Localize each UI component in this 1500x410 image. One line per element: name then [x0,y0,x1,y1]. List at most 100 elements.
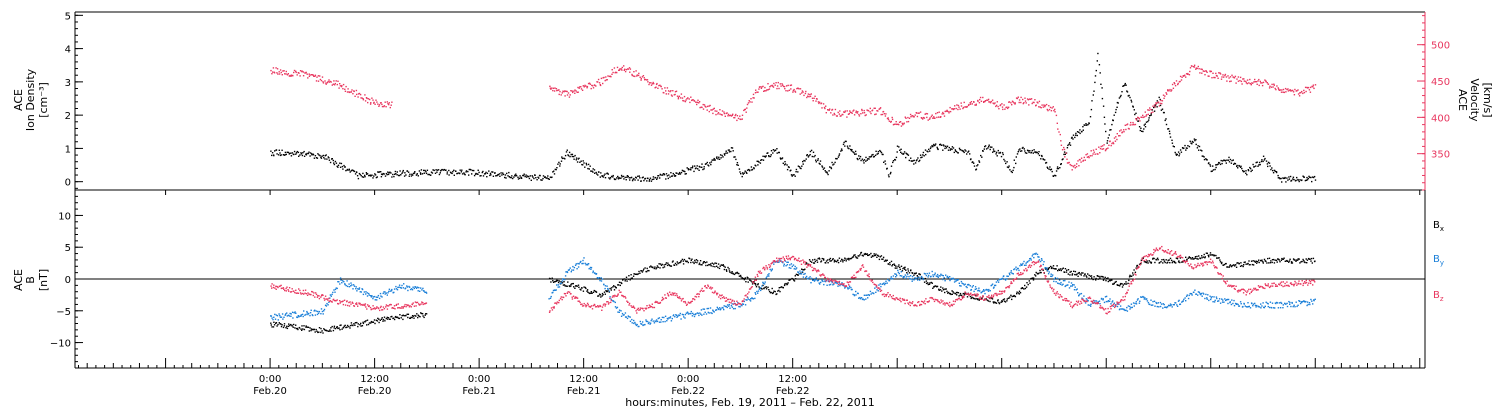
data-point [398,174,401,177]
data-point [1229,80,1231,83]
data-point [765,277,767,279]
data-point [763,90,765,92]
data-point [1194,256,1197,258]
data-point [948,110,950,113]
data-point [1115,136,1117,138]
data-point [1068,287,1071,289]
data-point [1313,87,1315,90]
data-point [977,100,979,102]
data-point [932,145,934,148]
data-point [295,312,297,314]
data-point [751,283,754,285]
data-point [1107,277,1109,279]
data-point [695,313,697,315]
data-point [966,286,968,289]
data-point [552,289,555,292]
data-point [1083,275,1085,277]
data-point [577,266,580,268]
data-point [1224,298,1226,300]
data-point [631,277,633,279]
data-point [1083,156,1085,159]
data-point [1090,303,1092,305]
data-point [622,295,624,297]
data-point [1060,269,1062,272]
data-point [523,174,525,177]
data-point [1072,284,1074,286]
data-point [376,299,378,301]
data-point [587,291,589,293]
data-point [288,323,290,325]
data-point [1261,82,1263,84]
data-point [342,326,345,329]
data-point [1044,104,1046,107]
data-point [860,159,862,162]
data-point [763,287,765,290]
data-point [828,284,831,286]
data-point [715,309,718,311]
data-point [492,175,495,177]
data-point [1225,162,1227,164]
data-point [1175,302,1177,304]
data-point [350,282,352,284]
data-point [388,102,390,104]
data-point [1145,114,1148,116]
data-point [1192,66,1195,68]
data-point [1209,163,1211,166]
data-point [745,299,747,301]
data-point [1175,154,1178,156]
data-point [858,113,860,116]
data-point [663,316,665,319]
data-point [328,79,330,81]
data-point [364,176,366,178]
data-point [1181,76,1183,78]
data-point [507,175,509,177]
data-point [1217,300,1219,302]
data-point [829,166,831,168]
data-point [592,85,594,87]
data-point [953,108,956,110]
data-point [1071,136,1073,139]
data-point [1084,302,1087,304]
data-point [362,293,365,296]
data-point [897,269,899,272]
data-point [393,305,396,307]
data-point [643,310,645,312]
data-point [1274,259,1276,261]
data-point [351,301,353,303]
data-point [995,302,998,304]
data-point [1150,299,1152,301]
data-point [1201,150,1203,152]
data-point [617,311,619,313]
data-point [551,87,553,89]
data-point [1261,259,1263,261]
data-point [1279,307,1282,309]
data-point [1035,104,1037,106]
data-point [1195,68,1197,70]
data-point [758,161,760,163]
data-point [345,85,347,88]
data-point [591,170,593,172]
data-point [815,159,817,161]
data-point [995,281,998,283]
data-point [1280,177,1282,180]
data-point [1289,301,1291,304]
data-point [627,175,629,178]
data-point [814,260,817,263]
data-point [598,82,601,84]
data-point [730,305,733,307]
data-point [385,304,388,306]
data-point [874,254,877,257]
tick-label: 2 [65,111,71,122]
data-point [969,285,972,287]
data-point [992,151,994,153]
data-point [1187,145,1189,147]
data-point [1167,89,1169,91]
data-point [803,273,805,275]
data-point [1156,106,1158,108]
data-point [295,292,297,294]
data-point [1196,255,1198,258]
data-point [941,290,943,292]
data-point [1149,261,1151,263]
data-point [438,173,441,176]
data-point [876,153,878,155]
